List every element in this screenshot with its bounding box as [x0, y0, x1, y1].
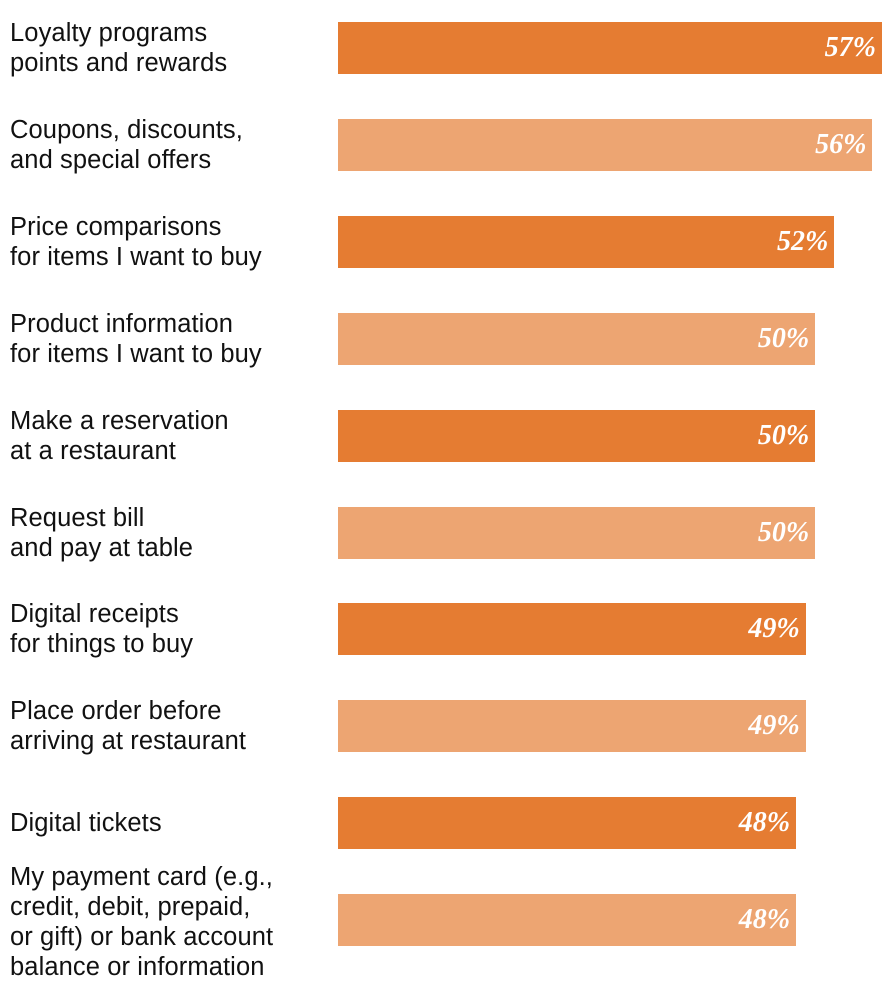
bar-value-label: 52% — [776, 225, 829, 257]
category-label: Product information for items I want to … — [10, 309, 262, 368]
category-label: Loyalty programs points and rewards — [10, 19, 228, 77]
bar: 48% — [338, 797, 797, 850]
bar: 57% — [338, 22, 882, 74]
bar: 50% — [338, 506, 816, 559]
category-label: Place order before arriving at restauran… — [10, 697, 247, 756]
category-label: My payment card (e.g., credit, debit, pr… — [10, 863, 274, 982]
category-label: Make a reservation at a restaurant — [10, 406, 229, 465]
bar-value-label: 56% — [815, 128, 867, 160]
category-label: Request bill and pay at table — [10, 503, 194, 562]
bar: 50% — [338, 409, 816, 462]
bar-value-label: 57% — [824, 32, 876, 63]
bar-value-label: 50% — [757, 322, 810, 354]
category-label: Coupons, discounts, and special offers — [10, 115, 243, 174]
bar: 48% — [338, 894, 797, 947]
bar: 50% — [338, 312, 816, 365]
bar-value-label: 49% — [748, 613, 800, 645]
bar-value-label: 49% — [748, 710, 800, 742]
bar-value-label: 48% — [738, 807, 791, 839]
category-label: Digital tickets — [10, 809, 162, 838]
bar-value-label: 48% — [738, 904, 791, 936]
bar-value-label: 50% — [757, 419, 810, 451]
bar: 49% — [338, 603, 806, 656]
bar-value-label: 50% — [757, 516, 810, 548]
category-label: Price comparisons for items I want to bu… — [10, 212, 262, 271]
bar: 56% — [338, 118, 873, 171]
bar: 52% — [338, 215, 835, 268]
category-label: Digital receipts for things to buy — [10, 600, 194, 659]
bar: 49% — [338, 700, 806, 753]
